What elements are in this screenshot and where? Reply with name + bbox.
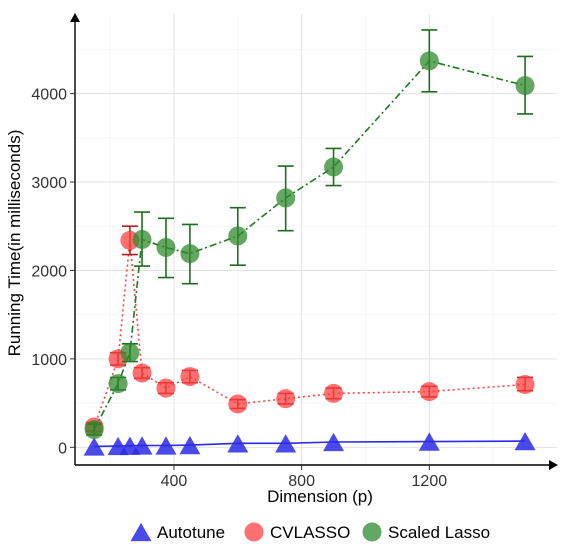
y-tick-label: 3000 bbox=[31, 175, 67, 192]
legend-label: Scaled Lasso bbox=[388, 523, 490, 542]
data-point bbox=[156, 237, 176, 257]
data-point bbox=[180, 244, 200, 264]
data-point bbox=[179, 435, 201, 455]
data-point bbox=[132, 230, 152, 249]
data-point bbox=[419, 51, 439, 71]
series-line bbox=[93, 240, 526, 428]
data-point bbox=[514, 431, 536, 451]
y-tick-label: 2000 bbox=[31, 263, 67, 280]
data-point bbox=[108, 374, 128, 394]
data-point bbox=[323, 432, 345, 452]
x-axis-title: Dimension (p) bbox=[267, 487, 373, 506]
data-point bbox=[276, 389, 296, 409]
data-point bbox=[419, 382, 439, 402]
series-line bbox=[94, 440, 526, 448]
legend-marker bbox=[362, 522, 382, 542]
legend: Autotune CVLASSO Scaled Lasso bbox=[130, 522, 490, 542]
series-line bbox=[93, 60, 526, 430]
data-point bbox=[180, 367, 200, 387]
series-cvlasso bbox=[84, 225, 535, 437]
y-tick-label: 1000 bbox=[31, 352, 67, 369]
data-point bbox=[228, 226, 248, 246]
legend-marker bbox=[130, 522, 152, 542]
data-point bbox=[228, 394, 248, 414]
y-tick-label: 0 bbox=[58, 440, 67, 457]
data-point bbox=[83, 437, 105, 456]
data-point bbox=[324, 383, 344, 403]
data-point bbox=[324, 157, 344, 177]
data-point bbox=[132, 363, 152, 383]
legend-label: CVLASSO bbox=[270, 523, 350, 542]
series-layer bbox=[83, 29, 536, 456]
data-point bbox=[418, 432, 440, 451]
y-axis-title: Running Time(in milliseconds) bbox=[5, 130, 24, 357]
series-scaled-lasso bbox=[84, 29, 535, 440]
series-autotune bbox=[83, 431, 536, 456]
data-point bbox=[84, 420, 104, 440]
axes bbox=[70, 13, 558, 470]
y-tick-label: 4000 bbox=[31, 87, 67, 104]
legend-marker bbox=[244, 522, 264, 542]
data-point bbox=[156, 378, 176, 398]
data-point bbox=[515, 76, 535, 96]
x-tick-label: 1200 bbox=[412, 473, 448, 490]
data-point bbox=[155, 436, 177, 455]
x-tick-label: 800 bbox=[288, 473, 315, 490]
data-point bbox=[227, 434, 249, 453]
x-tick-label: 400 bbox=[161, 473, 188, 490]
x-axis-arrow bbox=[549, 460, 558, 470]
data-point bbox=[515, 375, 535, 395]
data-point bbox=[120, 343, 140, 363]
legend-item-scaled-lasso: Scaled Lasso bbox=[362, 522, 490, 542]
tick-labels: 400 800 1200 0 1000 2000 3000 4000 bbox=[31, 87, 447, 490]
data-point bbox=[131, 436, 153, 455]
y-axis-arrow bbox=[70, 13, 80, 22]
legend-label: Autotune bbox=[157, 523, 225, 542]
data-point bbox=[276, 188, 296, 208]
data-point bbox=[275, 434, 297, 453]
legend-item-autotune: Autotune bbox=[130, 522, 225, 542]
legend-item-cvlasso: CVLASSO bbox=[244, 522, 350, 542]
